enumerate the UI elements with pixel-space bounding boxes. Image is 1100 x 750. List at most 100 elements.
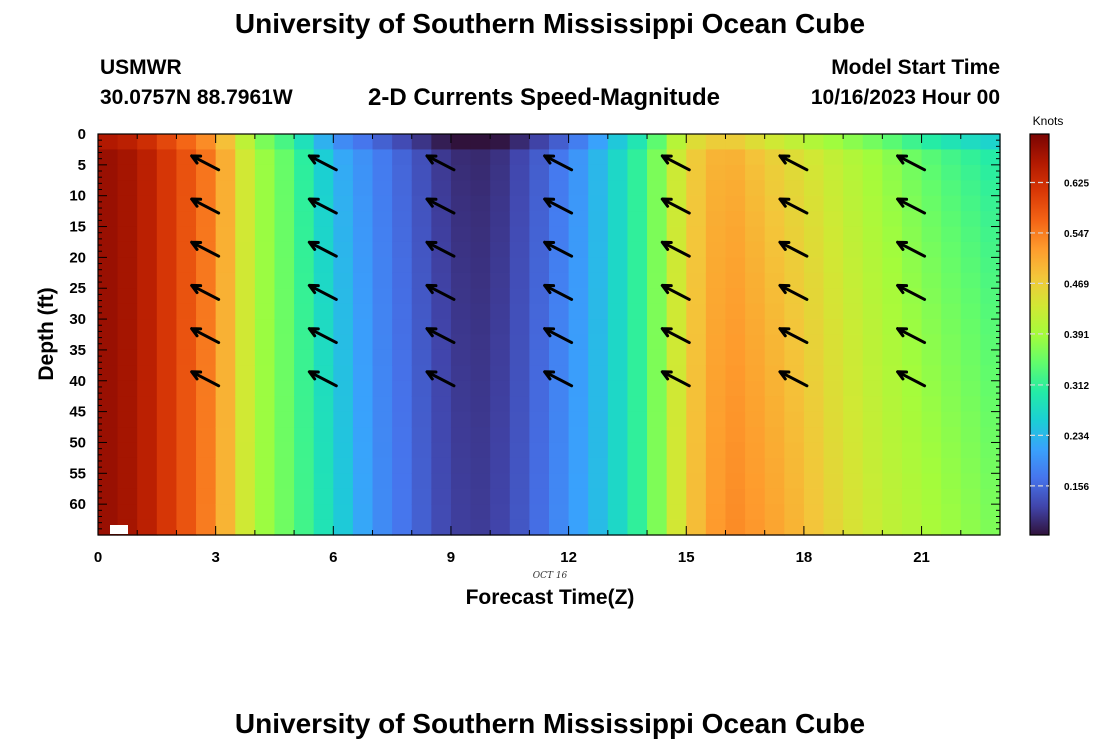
heatmap-cell (411, 164, 432, 181)
heatmap-cell (705, 457, 727, 474)
heatmap-cell (254, 457, 276, 474)
heatmap-cell (980, 365, 1001, 382)
heatmap-cell (235, 211, 256, 228)
heatmap-cell (960, 303, 981, 320)
heatmap-cell (274, 334, 295, 351)
heatmap-cell (490, 488, 511, 505)
heatmap-cell (333, 396, 354, 413)
heatmap-cell (294, 334, 315, 351)
heatmap-cell (176, 504, 197, 521)
heatmap-cell (549, 457, 570, 474)
heatmap-cell (254, 334, 276, 351)
heatmap-cell (176, 303, 197, 320)
heatmap-cell (470, 519, 491, 536)
heatmap-cell (98, 288, 119, 305)
heatmap-cell (705, 319, 727, 336)
heatmap-cell (784, 411, 805, 428)
heatmap-cell (313, 288, 334, 305)
heatmap-cell (313, 457, 334, 474)
heatmap-cell (549, 349, 570, 366)
heatmap-cell (960, 257, 981, 274)
heatmap-cell (607, 241, 629, 258)
heatmap-cell (666, 211, 687, 228)
heatmap-cell (470, 149, 491, 166)
heatmap-cell (137, 288, 158, 305)
heatmap-cell (176, 288, 197, 305)
heatmap-cell (294, 257, 315, 274)
heatmap-cell (980, 427, 1001, 444)
heatmap-cell (901, 473, 923, 490)
heatmap-cell (215, 334, 236, 351)
heatmap-cell (901, 488, 923, 505)
heatmap-cell (117, 380, 138, 397)
current-vector-arrow (425, 197, 456, 215)
heatmap-cell (470, 241, 491, 258)
heatmap-cell (627, 211, 648, 228)
heatmap-cell (98, 427, 119, 444)
heatmap-cell (588, 519, 609, 536)
heatmap-cell (843, 195, 864, 212)
heatmap-cell (627, 164, 648, 181)
heatmap-cell (745, 365, 766, 382)
heatmap-cell (901, 442, 923, 459)
heatmap-cell (862, 457, 883, 474)
heatmap-cell (745, 134, 766, 151)
heatmap-cell (156, 257, 178, 274)
heatmap-cell (980, 303, 1001, 320)
heatmap-cell (450, 488, 472, 505)
heatmap-cell (705, 349, 727, 366)
heatmap-cell (450, 334, 472, 351)
heatmap-cell (176, 349, 197, 366)
heatmap-cell (98, 442, 119, 459)
heatmap-cell (431, 211, 452, 228)
heatmap-cell (862, 226, 883, 243)
heatmap-cell (137, 442, 158, 459)
heatmap-cell (450, 134, 472, 151)
heatmap-cell (450, 396, 472, 413)
heatmap-cell (529, 365, 550, 382)
heatmap-cell (313, 380, 334, 397)
heatmap-cell (98, 303, 119, 320)
heatmap-cell (98, 380, 119, 397)
heatmap-cell (470, 349, 491, 366)
heatmap-cell (392, 334, 413, 351)
heatmap-cell (117, 349, 138, 366)
heatmap-cell (666, 473, 687, 490)
heatmap-cell (568, 226, 589, 243)
heatmap-cell (941, 303, 962, 320)
heatmap-cell (568, 473, 589, 490)
heatmap-cell (588, 241, 609, 258)
heatmap-cell (490, 349, 511, 366)
heatmap-cell (803, 519, 825, 536)
heatmap-cell (647, 226, 668, 243)
heatmap-cell (549, 134, 570, 151)
colorbar (1029, 133, 1050, 536)
heatmap-cell (607, 349, 629, 366)
heatmap-cell (392, 380, 413, 397)
heatmap-cell (764, 427, 785, 444)
heatmap-cell (509, 427, 530, 444)
heatmap-cell (254, 303, 276, 320)
heatmap-cell (901, 411, 923, 428)
heatmap-cell (921, 134, 942, 151)
y-tick-label: 45 (69, 404, 86, 421)
heatmap-cell (764, 504, 785, 521)
heatmap-cell (803, 241, 825, 258)
heatmap-cell (941, 164, 962, 181)
heatmap-cell (549, 211, 570, 228)
heatmap-cell (862, 488, 883, 505)
heatmap-cell (215, 303, 236, 320)
heatmap-cell (549, 226, 570, 243)
heatmap-cell (588, 457, 609, 474)
heatmap-cell (431, 442, 452, 459)
heatmap-cell (274, 349, 295, 366)
heatmap-cell (745, 488, 766, 505)
heatmap-cell (705, 411, 727, 428)
heatmap-cell (803, 303, 825, 320)
heatmap-cell (745, 272, 766, 289)
heatmap-cell (823, 241, 844, 258)
heatmap-cell (921, 164, 942, 181)
heatmap-cell (823, 164, 844, 181)
heatmap-cell (333, 365, 354, 382)
heatmap-cell (705, 365, 727, 382)
